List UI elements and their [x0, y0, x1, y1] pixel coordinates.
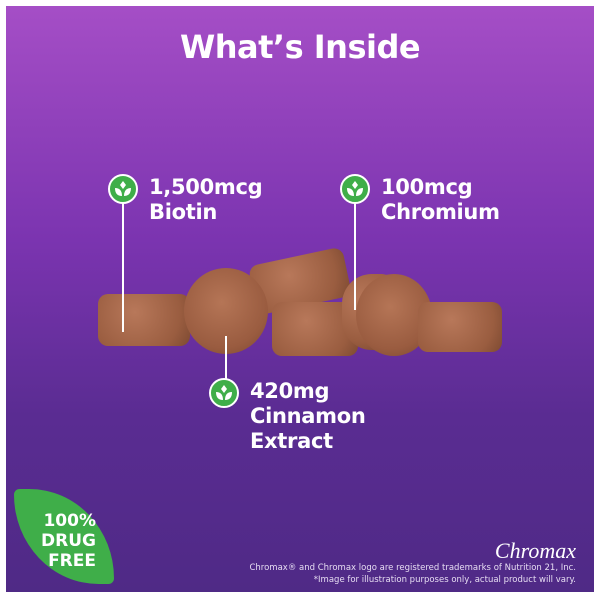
ingredient-name: Chromium — [381, 200, 500, 224]
legal-text: Chromax® and Chromax logo are registered… — [249, 562, 576, 586]
ingredient-amount: 1,500mcg — [149, 175, 263, 199]
callout-line — [122, 202, 124, 332]
ingredient-cinnamon: 420mg Cinnamon Extract — [250, 379, 366, 454]
ingredient-amount: 420mg — [250, 379, 330, 403]
drug-free-text: 100% DRUG FREE — [28, 511, 96, 571]
ingredient-name: Extract — [250, 429, 333, 453]
product-panel: What’s Inside 1,500mcg Biotin 100mcg Chr… — [6, 6, 594, 592]
brand-logo: Chromax — [494, 538, 576, 563]
callout-line — [354, 202, 356, 310]
legal-line: *Image for illustration purposes only, a… — [313, 575, 576, 585]
ingredient-biotin: 1,500mcg Biotin — [149, 175, 263, 225]
tablet — [418, 302, 502, 352]
ingredient-chromium: 100mcg Chromium — [381, 175, 500, 225]
leaf-sprout-icon — [209, 378, 239, 408]
legal-line: Chromax® and Chromax logo are registered… — [249, 563, 576, 573]
leaf-sprout-icon — [340, 174, 370, 204]
callout-line — [225, 336, 227, 380]
ingredient-name: Cinnamon — [250, 404, 366, 428]
badge-line: 100% — [43, 511, 96, 531]
leaf-sprout-icon — [108, 174, 138, 204]
page-title: What’s Inside — [179, 28, 421, 66]
tablet — [98, 294, 190, 346]
badge-line: DRUG — [41, 531, 96, 551]
ingredient-amount: 100mcg — [381, 175, 473, 199]
ingredient-name: Biotin — [149, 200, 218, 224]
badge-line: FREE — [48, 551, 96, 571]
